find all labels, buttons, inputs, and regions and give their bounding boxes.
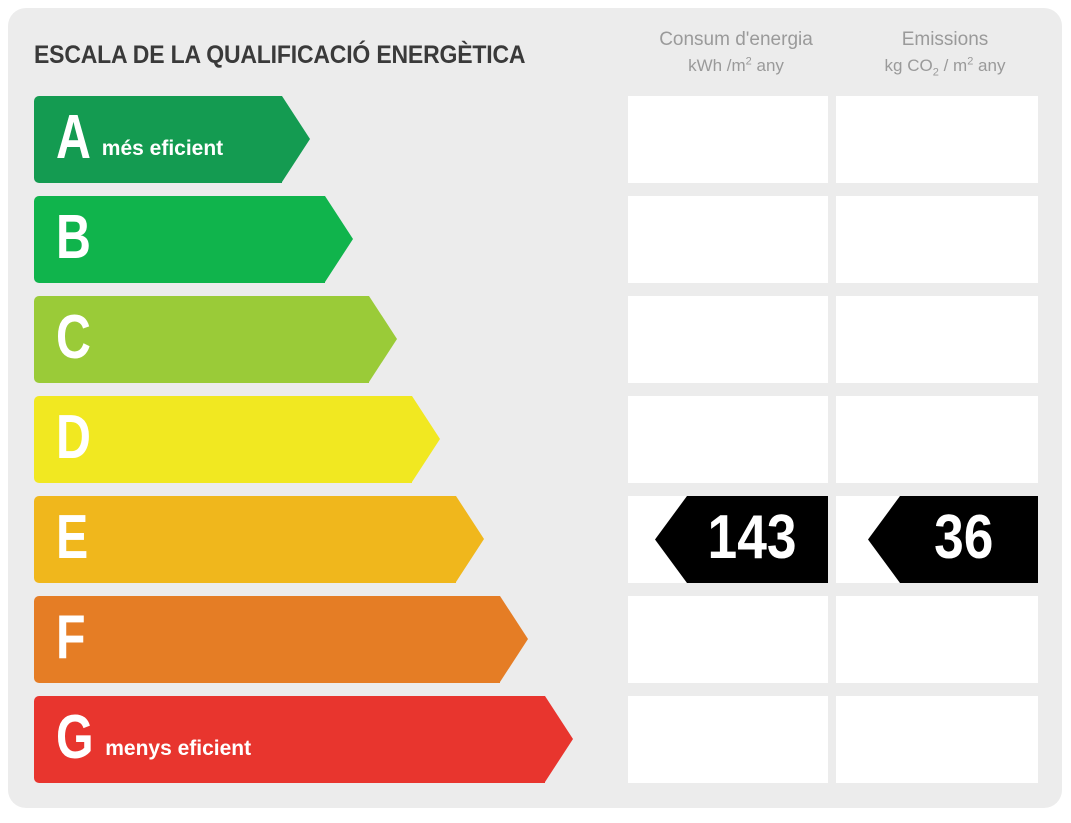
consum-value-badge: 143 xyxy=(655,496,828,583)
consum-cell-b xyxy=(628,196,828,283)
band-content: C xyxy=(34,296,369,383)
energy-band-d: D xyxy=(34,396,440,483)
energy-band-row-f: F xyxy=(8,596,1062,683)
emissions-cell-a xyxy=(836,96,1038,183)
energy-band-f: F xyxy=(34,596,528,683)
band-note-a: més eficient xyxy=(101,136,224,160)
energy-band-e: E xyxy=(34,496,484,583)
column-header-emissions-line1: Emissions xyxy=(901,29,989,50)
band-letter-c: C xyxy=(56,302,91,372)
band-letter-f: F xyxy=(56,602,86,672)
band-letter-b: B xyxy=(56,202,91,272)
column-header-consum-line1: Consum d'energia xyxy=(659,29,813,50)
consum-cell-a xyxy=(628,96,828,183)
page-title: ESCALA DE LA QUALIFICACIÓ ENERGÈTICA xyxy=(34,41,526,69)
consum-value-text: 143 xyxy=(707,502,797,572)
consum-cell-f xyxy=(628,596,828,683)
band-note-g: menys eficient xyxy=(105,736,252,760)
band-content: E xyxy=(34,496,456,583)
energy-band-row-e: E 143 36 xyxy=(8,496,1062,583)
energy-band-b: B xyxy=(34,196,353,283)
emissions-cell-d xyxy=(836,396,1038,483)
band-letter-g: G xyxy=(56,702,94,772)
band-letter-d: D xyxy=(56,402,91,472)
emissions-cell-c xyxy=(836,296,1038,383)
column-header-consum-units: kWh /m2 any xyxy=(688,54,784,75)
column-header-emissions-units: kg CO2 / m2 any xyxy=(884,54,1006,78)
emissions-cell-g xyxy=(836,696,1038,783)
energy-band-row-b: B xyxy=(8,196,1062,283)
emissions-value-badge: 36 xyxy=(868,496,1038,583)
consum-cell-g xyxy=(628,696,828,783)
energy-band-c: C xyxy=(34,296,397,383)
band-content: F xyxy=(34,596,500,683)
consum-cell-d xyxy=(628,396,828,483)
band-content: D xyxy=(34,396,412,483)
emissions-cell-b xyxy=(836,196,1038,283)
band-letter-e: E xyxy=(56,502,88,572)
band-content: B xyxy=(34,196,325,283)
emissions-cell-f xyxy=(836,596,1038,683)
energy-band-row-d: D xyxy=(8,396,1062,483)
column-header-consum: Consum d'energia kWh /m2 any xyxy=(636,26,836,78)
emissions-value-text: 36 xyxy=(933,502,993,572)
energy-label-panel: ESCALA DE LA QUALIFICACIÓ ENERGÈTICA Con… xyxy=(8,8,1062,808)
energy-band-row-c: C xyxy=(8,296,1062,383)
consum-cell-c xyxy=(628,296,828,383)
column-header-emissions: Emissions kg CO2 / m2 any xyxy=(844,26,1046,81)
band-letter-a: A xyxy=(56,102,91,172)
